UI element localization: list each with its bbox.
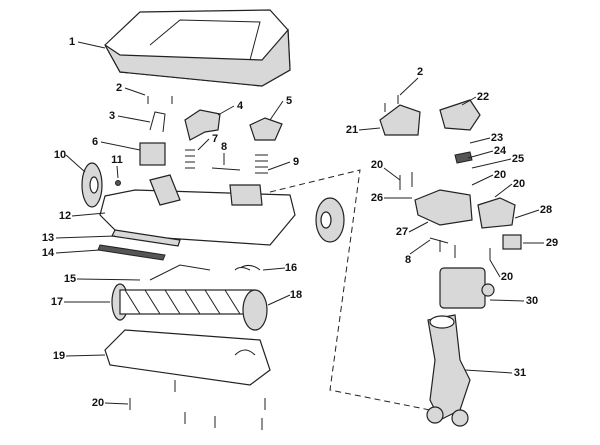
callout: 23	[491, 132, 503, 144]
callout: 21	[346, 124, 358, 136]
callout: 31	[514, 367, 526, 379]
callout: 15	[64, 273, 76, 285]
callout: 9	[293, 156, 299, 168]
callout: 11	[111, 154, 123, 166]
callout: 3	[109, 110, 115, 122]
callout: 25	[512, 153, 524, 165]
callout: 18	[290, 289, 302, 301]
callout: 20	[501, 271, 513, 283]
callout: 14	[42, 247, 55, 259]
callout: 24	[494, 145, 507, 157]
callout: 28	[540, 204, 552, 216]
callout: 5	[286, 95, 292, 107]
callout: 27	[396, 226, 408, 238]
leader-lines	[55, 41, 544, 405]
callout: 30	[526, 295, 538, 307]
callout: 17	[51, 296, 63, 308]
callout: 20	[371, 159, 383, 171]
callout: 29	[546, 237, 558, 249]
callout: 7	[212, 133, 218, 145]
callout: 20	[494, 169, 506, 181]
callout: 10	[54, 149, 66, 161]
callout: 26	[371, 192, 383, 204]
callouts: 1 2 3 4 5 6 7 8 9 10 11 12 13 14 15 16 1…	[42, 36, 558, 409]
callout: 4	[237, 100, 244, 112]
parts-drawing	[81, 9, 522, 430]
callout: 8	[405, 254, 411, 266]
callout: 1	[69, 36, 75, 48]
callout: 8	[221, 141, 227, 153]
callout: 20	[513, 178, 525, 190]
callout: 16	[285, 262, 297, 274]
callout: 12	[59, 210, 71, 222]
callout: 2	[417, 66, 423, 78]
callout: 6	[92, 136, 98, 148]
callout: 2	[116, 82, 122, 94]
callout: 20	[92, 397, 104, 409]
callout: 13	[42, 232, 54, 244]
callout: 22	[477, 91, 489, 103]
callout: 19	[53, 350, 65, 362]
